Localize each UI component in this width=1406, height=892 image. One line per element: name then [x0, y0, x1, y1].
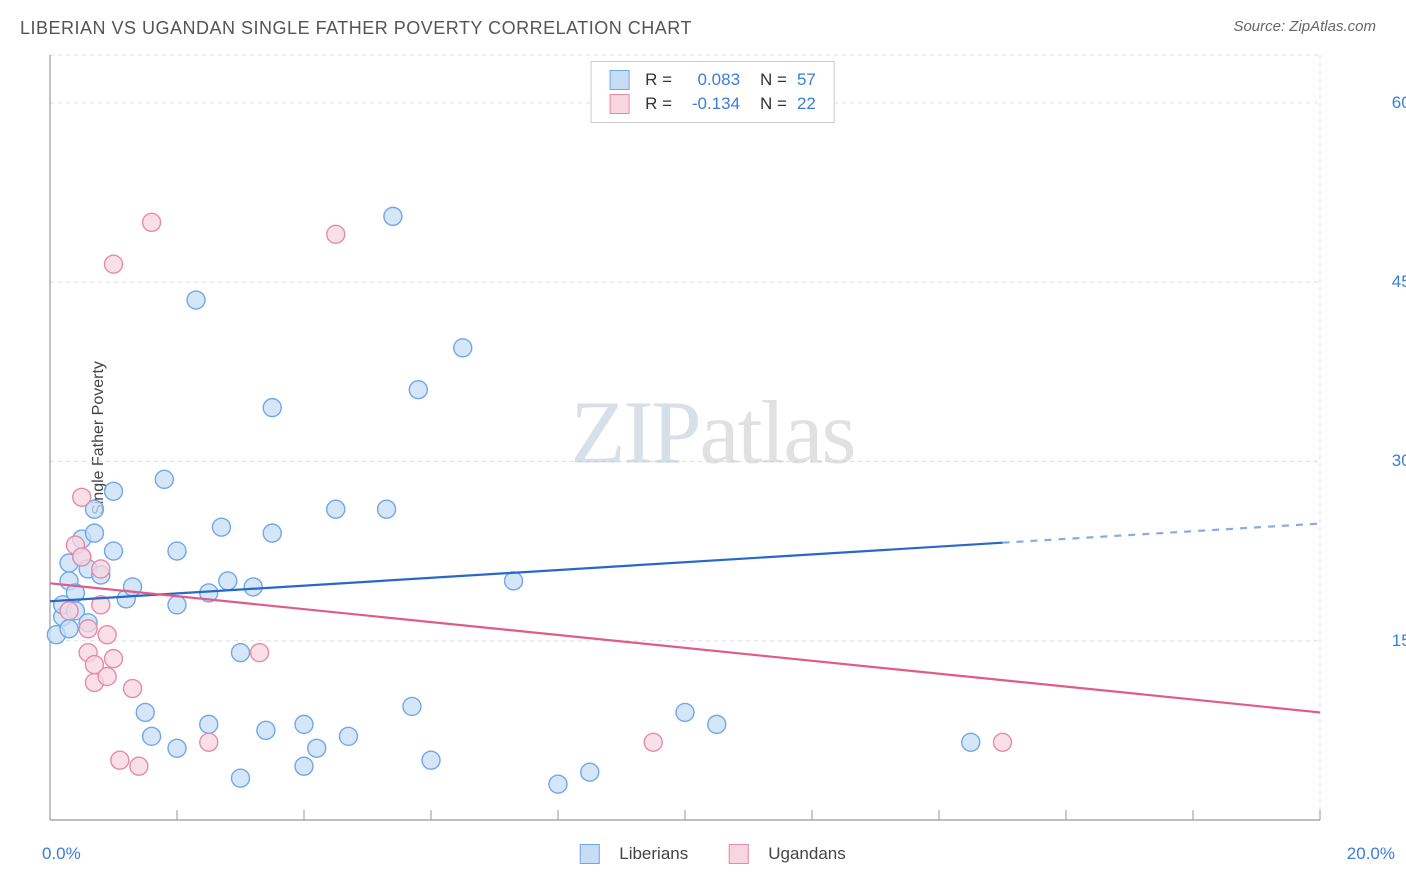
- data-point: [384, 207, 402, 225]
- chart-source: Source: ZipAtlas.com: [1233, 18, 1376, 35]
- data-point: [212, 518, 230, 536]
- legend-swatch-icon: [609, 94, 629, 114]
- r-label: R =: [645, 70, 672, 90]
- data-point: [79, 620, 97, 638]
- legend-series-item: Ugandans: [728, 844, 846, 864]
- data-point: [962, 733, 980, 751]
- n-value: 22: [797, 94, 816, 114]
- data-point: [73, 548, 91, 566]
- chart-container: Single Father Poverty ZIPatlas R =0.083N…: [50, 55, 1375, 820]
- data-point: [105, 482, 123, 500]
- data-point: [581, 763, 599, 781]
- data-point: [85, 524, 103, 542]
- legend-stats: R = 0.083 N = 57 R = -0.134 N = 22: [590, 61, 835, 123]
- legend-swatch-icon: [728, 844, 748, 864]
- data-point: [168, 739, 186, 757]
- data-point: [124, 680, 142, 698]
- data-point: [257, 721, 275, 739]
- trend-line-extrapolated: [1003, 524, 1321, 543]
- data-point: [339, 727, 357, 745]
- data-point: [422, 751, 440, 769]
- data-point: [105, 255, 123, 273]
- chart-header: LIBERIAN VS UGANDAN SINGLE FATHER POVERT…: [0, 0, 1406, 51]
- data-point: [244, 578, 262, 596]
- data-point: [232, 769, 250, 787]
- legend-swatch-icon: [579, 844, 599, 864]
- y-tick-label: 45.0%: [1392, 272, 1406, 292]
- data-point: [505, 572, 523, 590]
- data-point: [168, 542, 186, 560]
- data-point: [105, 650, 123, 668]
- data-point: [263, 524, 281, 542]
- data-point: [644, 733, 662, 751]
- data-point: [136, 703, 154, 721]
- data-point: [143, 727, 161, 745]
- y-tick-label: 60.0%: [1392, 93, 1406, 113]
- r-value: 0.083: [682, 70, 740, 90]
- data-point: [168, 596, 186, 614]
- data-point: [327, 500, 345, 518]
- n-label: N =: [760, 70, 787, 90]
- data-point: [98, 668, 116, 686]
- data-point: [403, 697, 421, 715]
- data-point: [308, 739, 326, 757]
- r-value: -0.134: [682, 94, 740, 114]
- data-point: [60, 602, 78, 620]
- data-point: [295, 715, 313, 733]
- n-value: 57: [797, 70, 816, 90]
- data-point: [263, 399, 281, 417]
- r-label: R =: [645, 94, 672, 114]
- data-point: [708, 715, 726, 733]
- x-axis-start: 0.0%: [42, 844, 81, 864]
- data-point: [378, 500, 396, 518]
- data-point: [200, 733, 218, 751]
- legend-series-item: Liberians: [579, 844, 688, 864]
- data-point: [409, 381, 427, 399]
- data-point: [219, 572, 237, 590]
- legend-series-label: Liberians: [619, 844, 688, 864]
- data-point: [187, 291, 205, 309]
- data-point: [143, 213, 161, 231]
- chart-title: LIBERIAN VS UGANDAN SINGLE FATHER POVERT…: [20, 18, 692, 39]
- data-point: [60, 620, 78, 638]
- data-point: [92, 560, 110, 578]
- data-point: [130, 757, 148, 775]
- y-tick-label: 30.0%: [1392, 451, 1406, 471]
- trend-line: [50, 543, 1003, 602]
- legend-swatch-icon: [609, 70, 629, 90]
- data-point: [251, 644, 269, 662]
- data-point: [105, 542, 123, 560]
- data-point: [155, 470, 173, 488]
- data-point: [232, 644, 250, 662]
- scatter-plot: [50, 55, 1375, 820]
- legend-series: Liberians Ugandans: [579, 844, 846, 864]
- legend-series-label: Ugandans: [768, 844, 846, 864]
- data-point: [98, 626, 116, 644]
- data-point: [200, 715, 218, 733]
- x-axis-end: 20.0%: [1347, 844, 1395, 864]
- data-point: [676, 703, 694, 721]
- data-point: [295, 757, 313, 775]
- data-point: [327, 225, 345, 243]
- data-point: [73, 488, 91, 506]
- legend-stat-row: R = -0.134 N = 22: [609, 92, 816, 116]
- data-point: [454, 339, 472, 357]
- legend-stat-row: R = 0.083 N = 57: [609, 68, 816, 92]
- n-label: N =: [760, 94, 787, 114]
- data-point: [111, 751, 129, 769]
- y-tick-label: 15.0%: [1392, 631, 1406, 651]
- data-point: [549, 775, 567, 793]
- data-point: [994, 733, 1012, 751]
